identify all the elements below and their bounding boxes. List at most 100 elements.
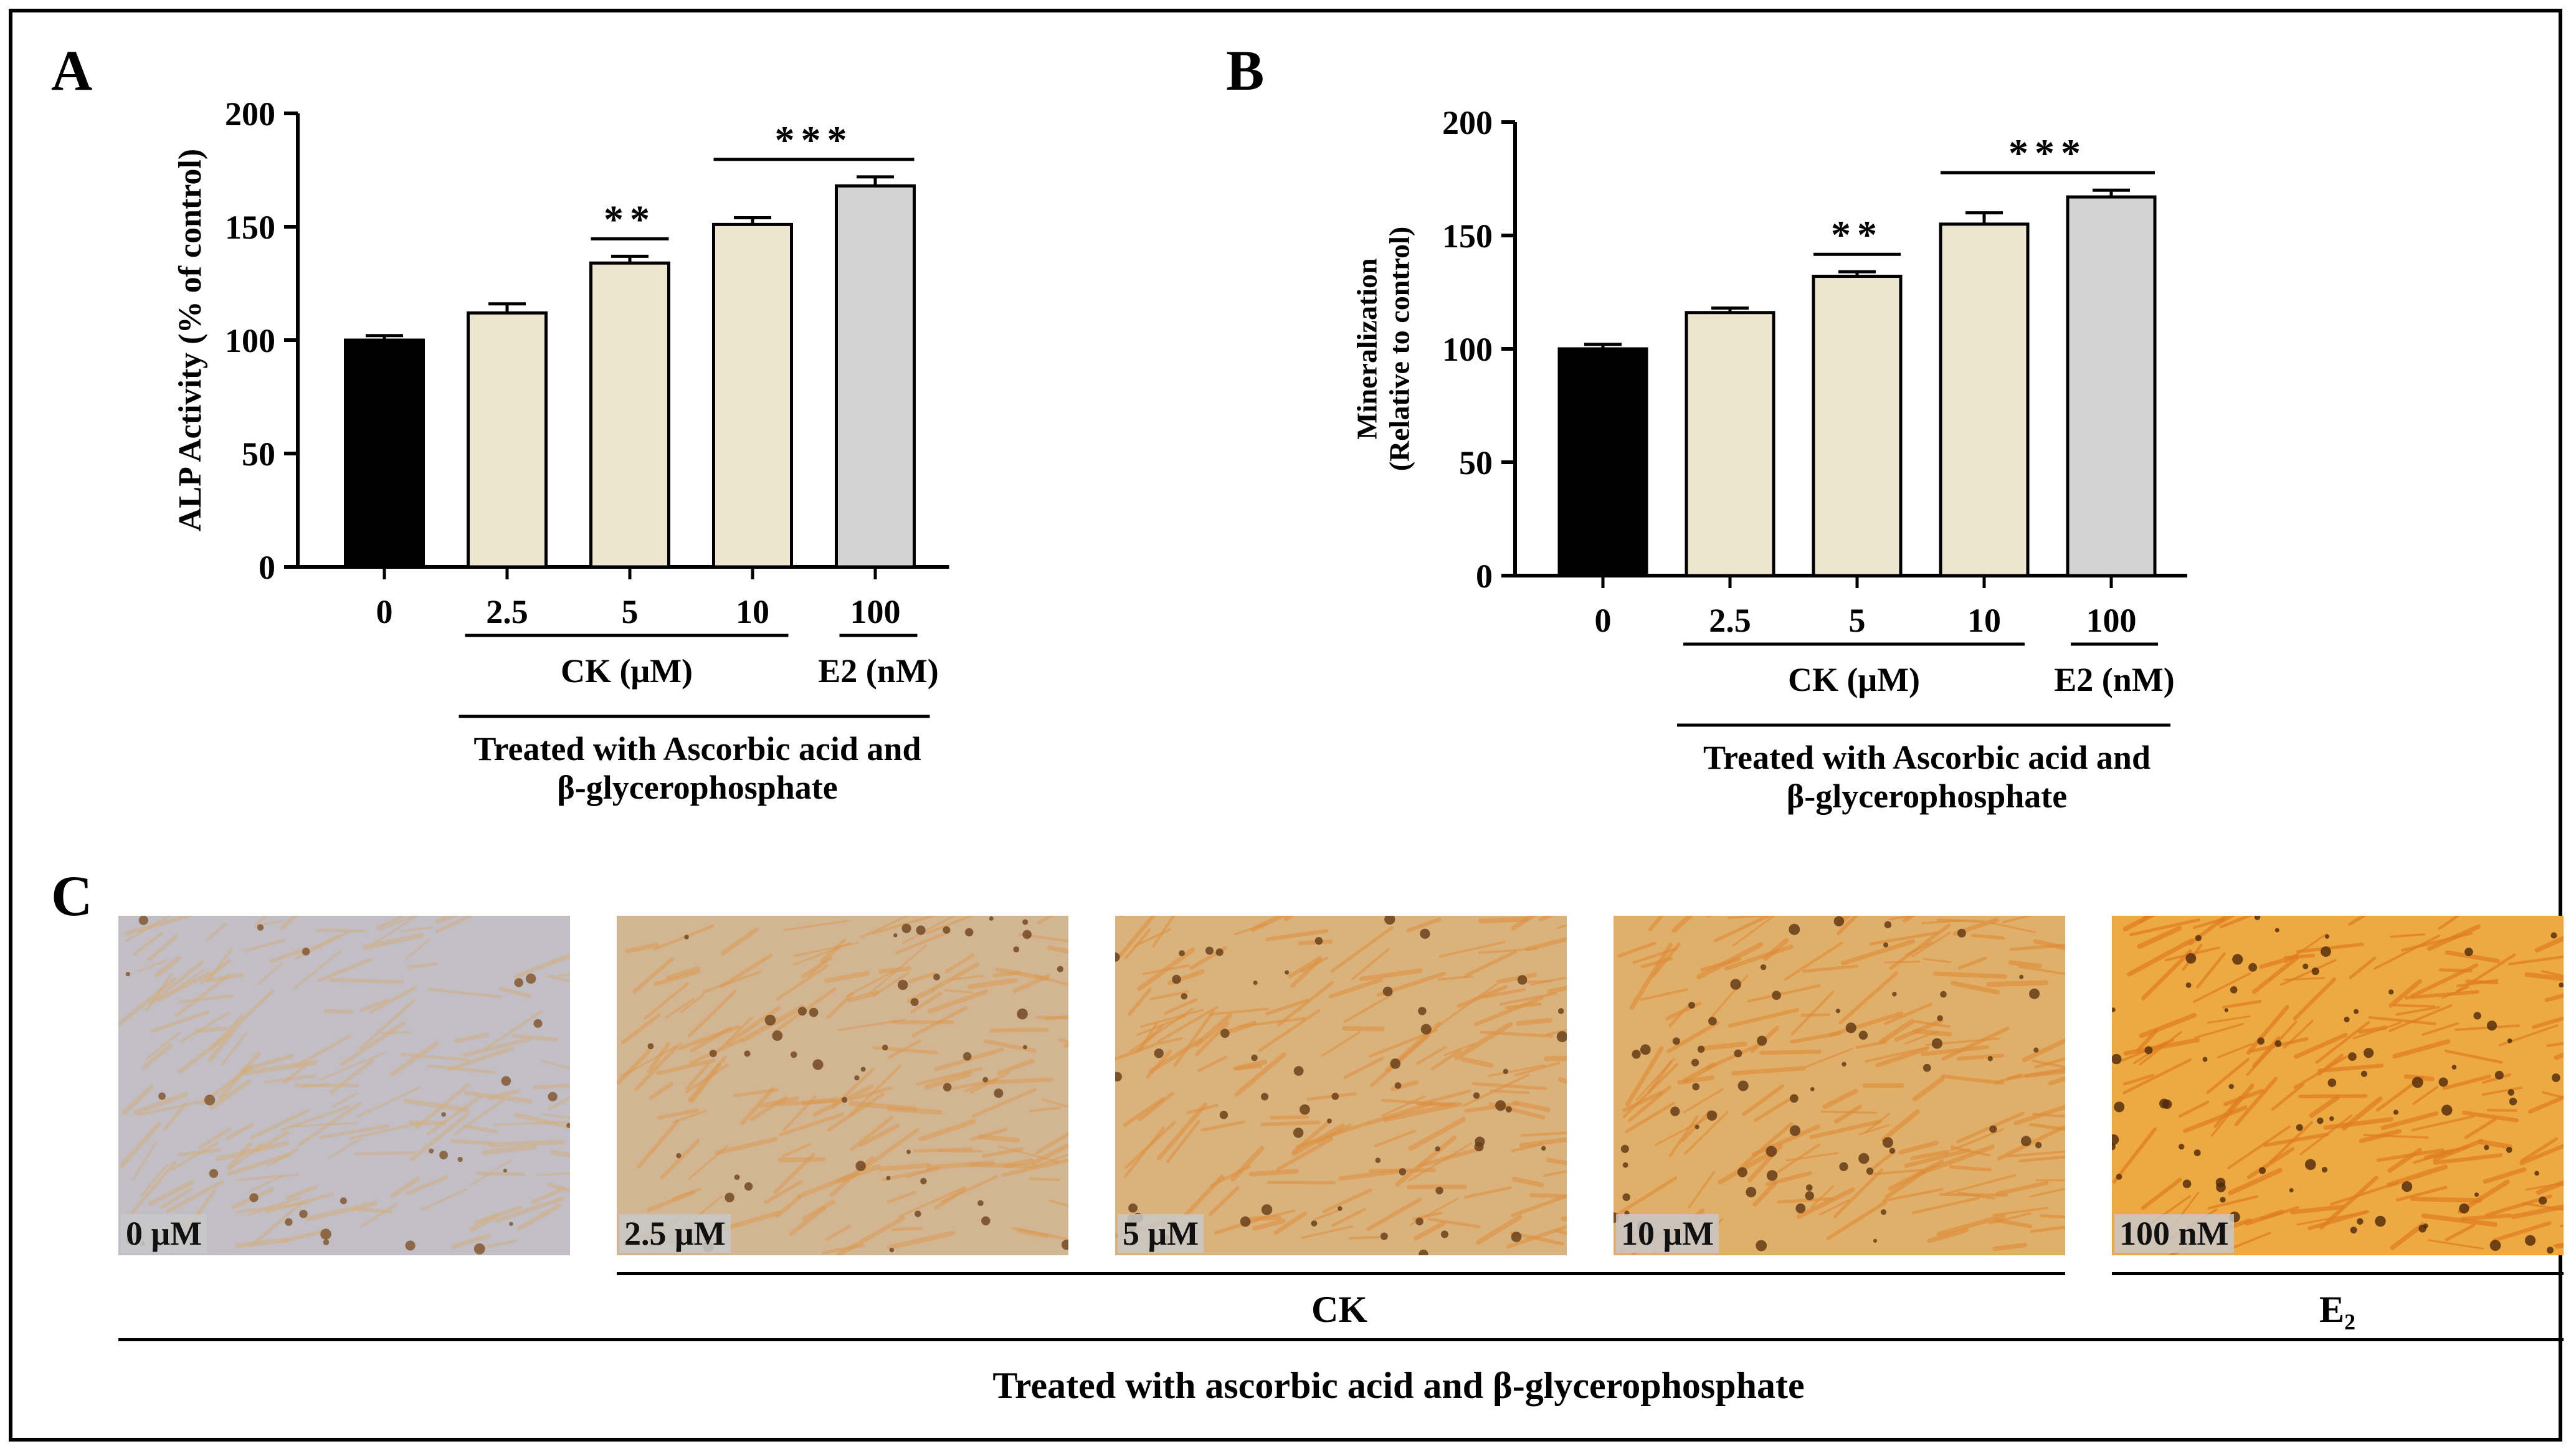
micrograph-fiber xyxy=(2508,955,2564,966)
micrograph-fiber xyxy=(2349,956,2377,979)
micrograph-fiber xyxy=(1476,1214,1523,1245)
micrograph-nodule xyxy=(2220,1197,2226,1203)
micrograph-fiber xyxy=(654,969,701,986)
micrograph-fiber xyxy=(2540,970,2564,977)
micrograph-fiber xyxy=(1754,1094,1797,1122)
micrograph-fiber xyxy=(1233,1064,1262,1071)
micrograph-fiber xyxy=(285,1185,318,1200)
micrograph-0-label: 0 μM xyxy=(121,1214,207,1253)
micrograph-nodule xyxy=(1474,1142,1484,1152)
micrograph-fiber xyxy=(620,1042,682,1078)
micrograph-fiber xyxy=(2553,1243,2564,1247)
micrograph-fiber xyxy=(2048,1076,2065,1086)
micrograph-nodule xyxy=(2311,967,2319,976)
micrograph-nodule xyxy=(1338,1206,1343,1211)
micrograph-fiber xyxy=(1129,1008,1194,1053)
micrograph-fiber xyxy=(2388,1004,2453,1032)
micrograph-nodule xyxy=(2159,1098,2169,1109)
micrograph-fiber xyxy=(1124,928,1151,960)
micrograph-fiber xyxy=(1029,1177,1060,1182)
micrograph-fiber xyxy=(997,1145,1060,1163)
micrograph-fiber xyxy=(2368,1016,2436,1025)
micrograph-nodule xyxy=(2459,1203,2469,1214)
micrograph-nodule xyxy=(2473,1012,2481,1020)
micrograph-nodule xyxy=(2185,953,2197,964)
micrograph-nodule xyxy=(1694,1124,1699,1129)
micrograph-nodule xyxy=(791,1051,797,1058)
micrograph-2: 5 μM xyxy=(1115,916,1567,1255)
micrograph-nodule xyxy=(2412,1076,2423,1088)
micrograph-fiber xyxy=(2380,1111,2439,1130)
micrograph-fiber xyxy=(340,1020,406,1067)
micrograph-fiber xyxy=(807,945,842,978)
micrograph-nodule xyxy=(1390,1058,1401,1069)
micrograph-nodule xyxy=(1314,937,1323,945)
micrograph-fiber xyxy=(171,1141,219,1171)
micrograph-nodule xyxy=(1866,1167,1874,1175)
micrograph-fiber xyxy=(1128,987,1152,1016)
micrograph-fiber xyxy=(1511,1194,1567,1217)
micrograph-fiber xyxy=(782,919,850,931)
micrograph-nodule xyxy=(1435,1146,1440,1152)
micrograph-fiber xyxy=(1912,1076,1945,1101)
micrograph-nodule xyxy=(964,928,974,937)
micrograph-nodule xyxy=(249,1193,259,1202)
micrograph-fiber xyxy=(427,1094,483,1136)
micrograph-nodule xyxy=(514,978,523,987)
micrograph-fiber xyxy=(2139,1012,2197,1038)
micrograph-fiber xyxy=(1515,1017,1552,1026)
micrograph-nodule xyxy=(1215,948,1224,956)
micrograph-fiber xyxy=(1511,916,1538,931)
micrograph-nodule xyxy=(302,948,310,956)
micrograph-nodule xyxy=(1789,1125,1801,1136)
micrograph-nodule xyxy=(916,925,926,935)
micrograph-fiber xyxy=(1751,1124,1820,1157)
micrograph-nodule xyxy=(2232,954,2243,965)
micrograph-fiber xyxy=(2546,1042,2564,1047)
micrograph-nodule xyxy=(1772,991,1781,1000)
micrograph-fiber xyxy=(546,1182,570,1193)
micrograph-fiber xyxy=(498,986,532,998)
micrograph-nodule xyxy=(684,934,689,939)
chart-b-ck-group-label: CK (μM) xyxy=(1788,661,1920,698)
micrograph-fiber xyxy=(1834,1105,1862,1124)
micrograph-fiber xyxy=(1034,974,1068,986)
micrograph-fiber xyxy=(462,1037,532,1057)
micrograph-nodule xyxy=(1253,981,1258,986)
micrograph-fiber xyxy=(531,1187,564,1204)
micrograph-nodule xyxy=(2546,1247,2554,1254)
micrograph-fiber xyxy=(2018,966,2065,976)
micrograph-fiber xyxy=(1138,1091,1174,1122)
micrograph-fiber xyxy=(1671,916,1694,933)
micrograph-fiber xyxy=(179,1011,231,1043)
micrograph-fiber xyxy=(2122,1058,2192,1095)
micrograph-fiber xyxy=(1228,1020,1257,1033)
micrograph-fiber xyxy=(1443,1042,1475,1057)
micrograph-fiber xyxy=(820,939,846,962)
micrograph-fiber xyxy=(244,939,285,953)
micrograph-fiber xyxy=(145,973,173,1012)
micrograph-nodule xyxy=(1022,929,1032,939)
micrograph-fiber xyxy=(269,948,306,964)
micrograph-fiber xyxy=(2387,1148,2422,1173)
micrograph-fiber xyxy=(1157,1102,1207,1161)
micrograph-fiber xyxy=(872,916,938,935)
micrograph-nodule xyxy=(920,1177,927,1185)
micrograph-nodule xyxy=(299,1209,308,1219)
chart-b-treatment-label: β-glycerophosphate xyxy=(1787,777,2067,815)
micrograph-fiber xyxy=(1490,1090,1530,1095)
micrograph-fiber xyxy=(2033,939,2065,951)
micrograph-fiber xyxy=(2421,1213,2498,1227)
micrograph-2-image xyxy=(1115,916,1567,1255)
micrograph-nodule xyxy=(2494,1070,2504,1080)
micrograph-fiber xyxy=(2445,1224,2476,1242)
micrograph-fiber xyxy=(886,1230,956,1250)
micrograph-fiber xyxy=(2427,924,2481,951)
micrograph-nodule xyxy=(340,1197,347,1205)
micrograph-fiber xyxy=(379,916,417,931)
micrograph-fiber xyxy=(221,1031,248,1066)
micrograph-fiber xyxy=(1683,1088,1724,1114)
micrograph-nodule xyxy=(1858,1030,1868,1040)
micrograph-nodule xyxy=(764,1014,776,1026)
micrograph-fiber xyxy=(2319,1176,2379,1230)
